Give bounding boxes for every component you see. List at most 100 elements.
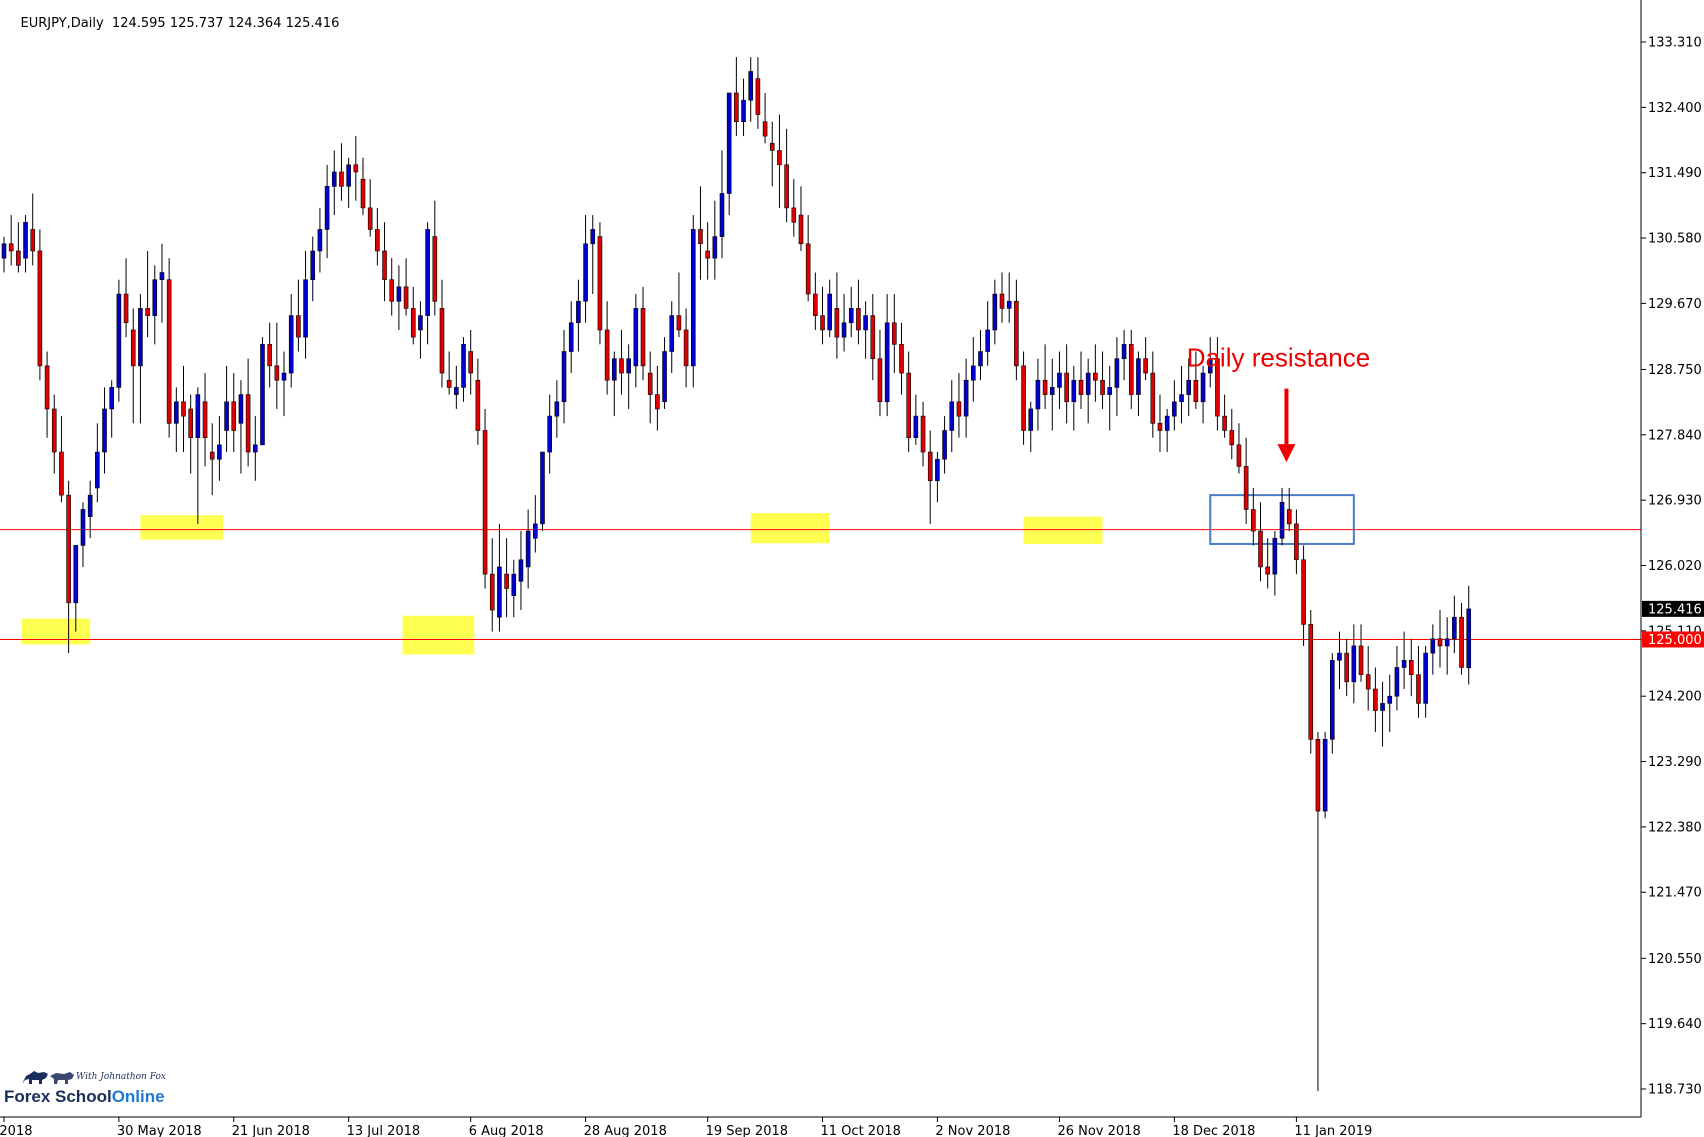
candle (1143, 337, 1148, 381)
candle (454, 365, 459, 409)
candle-body (597, 236, 603, 331)
candle (1064, 344, 1069, 424)
candle (152, 265, 158, 345)
candles-group (1, 57, 1472, 1092)
candle-body (130, 329, 136, 367)
candle (51, 394, 57, 474)
candle-body (123, 293, 129, 324)
candle (1394, 645, 1400, 711)
candle-body (640, 308, 646, 367)
candle-body (432, 236, 438, 302)
candle (23, 215, 28, 273)
candle (1071, 365, 1077, 431)
candle (296, 279, 301, 352)
candle (1408, 638, 1414, 697)
candle-body (956, 401, 962, 417)
candle-body (1373, 688, 1378, 711)
candle-body (611, 358, 617, 381)
candle-body (245, 394, 251, 453)
candle (16, 222, 21, 273)
candle-body (1265, 566, 1270, 575)
candle (281, 351, 287, 417)
candle-body (1229, 430, 1235, 446)
candle (712, 200, 718, 280)
candle-body (870, 315, 876, 359)
candle-body (16, 250, 21, 266)
candle (978, 329, 983, 381)
candle-body (1172, 401, 1177, 417)
candle-body (410, 308, 416, 338)
candle (554, 380, 560, 438)
candle (217, 416, 222, 481)
candle-body (1272, 537, 1278, 575)
time-tick-label: 13 Jul 2018 (347, 1124, 421, 1137)
candle (640, 286, 646, 381)
candle (1035, 358, 1041, 431)
candle-body (310, 250, 316, 280)
candle-body (805, 243, 811, 295)
bull-bear-icon (22, 1071, 74, 1084)
candle-body (978, 351, 983, 367)
time-tick-label: 21 Jun 2018 (232, 1124, 310, 1137)
candle (619, 329, 624, 395)
candle-body (1157, 423, 1163, 431)
level-price-label-bg (1642, 631, 1704, 648)
candle-body (647, 372, 653, 395)
candle (784, 128, 789, 223)
candle-body (1416, 674, 1421, 704)
candle (1100, 351, 1105, 409)
candle (418, 301, 423, 359)
candle-body (296, 315, 301, 338)
candle (1322, 732, 1328, 819)
candle-body (1035, 379, 1041, 410)
candle-body (87, 494, 93, 517)
candle (145, 250, 150, 338)
candle (690, 215, 696, 388)
candle-body (568, 322, 574, 352)
logo-brand-part1: Forex School (4, 1087, 112, 1106)
candle (970, 337, 976, 402)
candle (870, 294, 876, 381)
candle (683, 308, 689, 388)
candle-body (281, 372, 287, 381)
candle-body (511, 573, 517, 596)
candle-body (152, 279, 158, 316)
candle-body (1028, 408, 1034, 431)
candle (245, 358, 251, 467)
candle (1272, 531, 1278, 596)
candle (95, 423, 100, 503)
candle-body (1207, 358, 1213, 374)
candle (906, 351, 911, 453)
candle-body (224, 401, 229, 431)
candle (1121, 329, 1127, 381)
candle-body (95, 451, 100, 489)
candle-body (44, 365, 50, 410)
support-highlight-box (21, 618, 91, 645)
candle (432, 200, 438, 316)
candle (80, 502, 86, 567)
candle-body (726, 92, 732, 194)
time-tick-label: 30 May 2018 (117, 1124, 202, 1137)
candle (375, 207, 380, 266)
candle-body (1021, 365, 1026, 431)
candle (1330, 653, 1335, 754)
candle-body (1308, 624, 1314, 740)
candle (1251, 487, 1256, 546)
candle-body (109, 387, 114, 410)
candle-body (1294, 523, 1299, 561)
candle (734, 57, 739, 137)
candle-body (1358, 645, 1364, 675)
candle-body (827, 293, 833, 331)
price-tick-label: 129.670 (1648, 297, 1702, 312)
candle-body (418, 315, 423, 331)
price-tick-label: 126.020 (1648, 559, 1702, 574)
candle (741, 78, 746, 137)
time-tick-label: 18 Dec 2018 (1172, 1124, 1255, 1137)
candle-body (1286, 509, 1292, 525)
time-axis: 8 May 2018 30 May 2018 21 Jun 2018 13 Jul 2… (0, 1117, 1372, 1137)
candle-body (734, 92, 739, 123)
candle (1078, 351, 1084, 409)
candle (1107, 365, 1113, 431)
candle (568, 301, 574, 374)
